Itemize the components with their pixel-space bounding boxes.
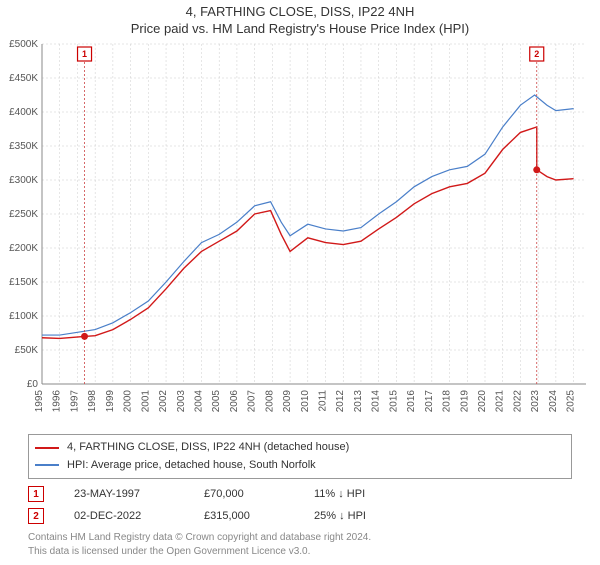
svg-text:2009: 2009 [282, 390, 293, 413]
attribution: Contains HM Land Registry data © Crown c… [28, 531, 572, 559]
svg-text:2022: 2022 [512, 390, 523, 413]
svg-text:£450K: £450K [9, 73, 38, 84]
legend-item: HPI: Average price, detached house, Sout… [35, 457, 565, 475]
svg-text:2012: 2012 [335, 390, 346, 413]
page-root: 4, FARTHING CLOSE, DISS, IP22 4NH Price … [0, 0, 600, 559]
svg-text:2006: 2006 [229, 390, 240, 413]
svg-text:2000: 2000 [123, 390, 134, 413]
svg-text:2001: 2001 [140, 390, 151, 413]
svg-text:2005: 2005 [211, 390, 222, 413]
svg-text:2014: 2014 [371, 390, 382, 413]
svg-text:2023: 2023 [530, 390, 541, 413]
svg-text:2002: 2002 [158, 390, 169, 413]
svg-text:2016: 2016 [406, 390, 417, 413]
svg-text:£250K: £250K [9, 209, 38, 220]
transaction-row: 2 02-DEC-2022 £315,000 25% ↓ HPI [28, 505, 572, 527]
svg-text:2004: 2004 [193, 390, 204, 413]
transaction-price: £315,000 [204, 510, 284, 522]
svg-text:£350K: £350K [9, 141, 38, 152]
legend: 4, FARTHING CLOSE, DISS, IP22 4NH (detac… [28, 434, 572, 479]
chart-svg: £0 £50K £100K £150K £200K £250K £300K £350K £400… [0, 38, 600, 428]
svg-text:2021: 2021 [495, 390, 506, 413]
transaction-date: 02-DEC-2022 [74, 510, 174, 522]
svg-text:1996: 1996 [52, 390, 63, 413]
chart-title-sub: Price paid vs. HM Land Registry's House … [0, 21, 600, 36]
svg-text:2015: 2015 [388, 390, 399, 413]
legend-swatch [35, 464, 59, 466]
svg-text:2025: 2025 [566, 390, 577, 413]
transaction-marker-icon: 1 [28, 486, 44, 502]
svg-text:£100K: £100K [9, 311, 38, 322]
svg-text:2024: 2024 [548, 390, 559, 413]
transaction-marker-icon: 2 [28, 508, 44, 524]
transaction-pct: 25% ↓ HPI [314, 510, 414, 522]
svg-text:1: 1 [82, 49, 87, 59]
legend-item: 4, FARTHING CLOSE, DISS, IP22 4NH (detac… [35, 439, 565, 457]
svg-text:£50K: £50K [15, 345, 39, 356]
svg-text:£200K: £200K [9, 243, 38, 254]
svg-text:2003: 2003 [176, 390, 187, 413]
svg-text:£150K: £150K [9, 277, 38, 288]
legend-label: 4, FARTHING CLOSE, DISS, IP22 4NH (detac… [67, 439, 349, 457]
svg-text:£300K: £300K [9, 175, 38, 186]
transaction-price: £70,000 [204, 488, 284, 500]
svg-text:2017: 2017 [424, 390, 435, 413]
transaction-date: 23-MAY-1997 [74, 488, 174, 500]
chart: £0 £50K £100K £150K £200K £250K £300K £350K £400… [0, 38, 600, 428]
chart-title-address: 4, FARTHING CLOSE, DISS, IP22 4NH [0, 4, 600, 19]
svg-text:£0: £0 [27, 379, 39, 390]
svg-text:£500K: £500K [9, 39, 38, 50]
chart-titles: 4, FARTHING CLOSE, DISS, IP22 4NH Price … [0, 0, 600, 38]
svg-text:1995: 1995 [34, 390, 45, 413]
svg-text:1999: 1999 [105, 390, 116, 413]
svg-text:1998: 1998 [87, 390, 98, 413]
svg-text:1997: 1997 [69, 390, 80, 413]
transaction-table: 1 23-MAY-1997 £70,000 11% ↓ HPI 2 02-DEC… [28, 483, 572, 527]
attribution-line: Contains HM Land Registry data © Crown c… [28, 531, 572, 545]
svg-text:2: 2 [534, 49, 539, 59]
legend-swatch [35, 447, 59, 449]
svg-text:2019: 2019 [459, 390, 470, 413]
svg-text:2018: 2018 [442, 390, 453, 413]
svg-text:2008: 2008 [264, 390, 275, 413]
svg-text:2010: 2010 [300, 390, 311, 413]
svg-text:£400K: £400K [9, 107, 38, 118]
svg-text:2011: 2011 [318, 390, 329, 412]
transaction-pct: 11% ↓ HPI [314, 488, 414, 500]
svg-text:2020: 2020 [477, 390, 488, 413]
attribution-line: This data is licensed under the Open Gov… [28, 545, 572, 559]
transaction-row: 1 23-MAY-1997 £70,000 11% ↓ HPI [28, 483, 572, 505]
svg-text:2007: 2007 [247, 390, 258, 413]
svg-text:2013: 2013 [353, 390, 364, 413]
legend-label: HPI: Average price, detached house, Sout… [67, 457, 316, 475]
